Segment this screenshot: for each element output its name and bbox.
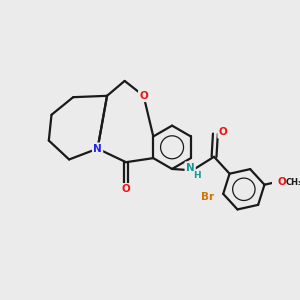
- Text: O: O: [139, 91, 148, 101]
- Text: H: H: [194, 171, 201, 180]
- Text: CH₃: CH₃: [286, 178, 300, 187]
- Text: O: O: [278, 177, 287, 188]
- Text: Br: Br: [201, 192, 214, 202]
- Text: N: N: [186, 163, 195, 172]
- Text: N: N: [93, 144, 102, 154]
- Text: O: O: [219, 128, 227, 137]
- Text: O: O: [122, 184, 130, 194]
